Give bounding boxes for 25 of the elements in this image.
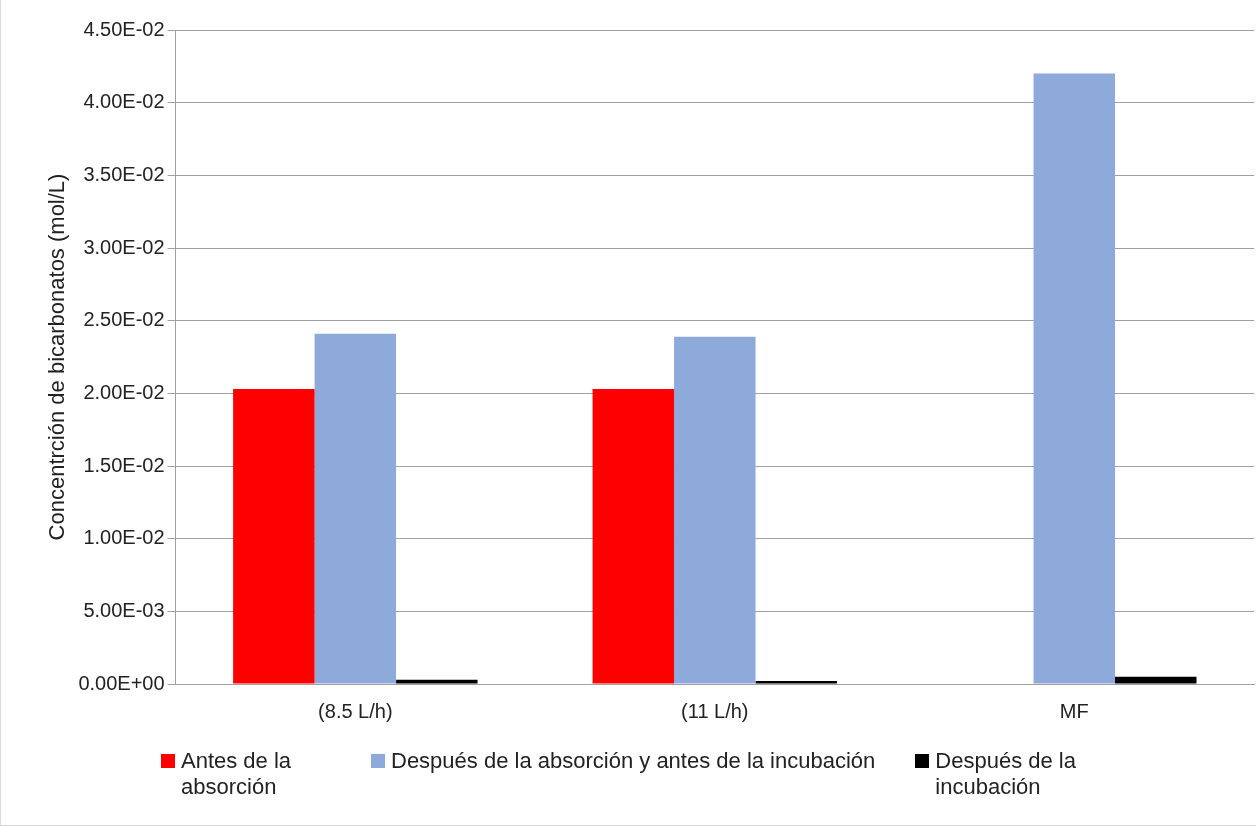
bar [592,388,675,684]
legend-label: Después de la incubación [935,748,1077,800]
bar [674,336,756,684]
x-tick-label: MF [1059,699,1089,722]
y-tick-label: 2.00E-02 [83,380,165,403]
y-tick-label: 2.50E-02 [83,308,165,331]
y-tick-label: 0.00E+00 [78,671,165,694]
bar [314,333,397,684]
bar [233,388,315,684]
bar [1115,676,1197,684]
legend-label: Antes de la absorción [181,748,293,800]
y-tick-label: 5.00E-03 [83,598,165,621]
bar [396,679,478,684]
x-tick-label: (11 L/h) [681,699,749,722]
y-tick-label: 1.50E-02 [83,453,165,476]
y-tick-label: 4.50E-02 [83,17,165,40]
y-tick-label: 3.50E-02 [83,162,165,185]
legend-label: Después de la absorción y antes de la incubación [391,748,876,774]
y-axis-title: Concentrción de bicarbonatos (mol/L) [44,173,70,541]
bar [755,681,838,684]
y-tick-label: 3.00E-02 [83,235,165,258]
bar [1033,73,1116,684]
y-tick-label: 4.00E-02 [83,90,165,113]
y-tick-label: 1.00E-02 [83,526,165,549]
x-tick-label: (8.5 L/h) [318,699,393,722]
